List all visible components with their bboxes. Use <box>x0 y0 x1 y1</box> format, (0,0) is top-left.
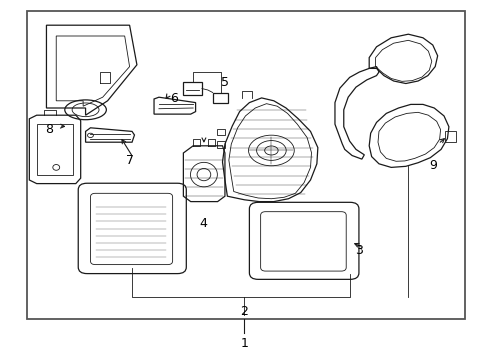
Text: 2: 2 <box>240 305 248 318</box>
Bar <box>444 131 455 142</box>
Text: 9: 9 <box>428 159 436 172</box>
Text: 7: 7 <box>125 154 133 167</box>
Text: 5: 5 <box>221 76 228 89</box>
Text: 1: 1 <box>240 337 248 350</box>
Text: 4: 4 <box>199 217 206 230</box>
Bar <box>183 82 202 95</box>
Text: 8: 8 <box>45 123 53 136</box>
Text: 3: 3 <box>355 244 363 257</box>
Text: 6: 6 <box>169 93 177 105</box>
Bar <box>216 141 225 148</box>
Bar <box>27 11 464 319</box>
Bar <box>216 129 225 135</box>
Bar <box>212 93 228 103</box>
